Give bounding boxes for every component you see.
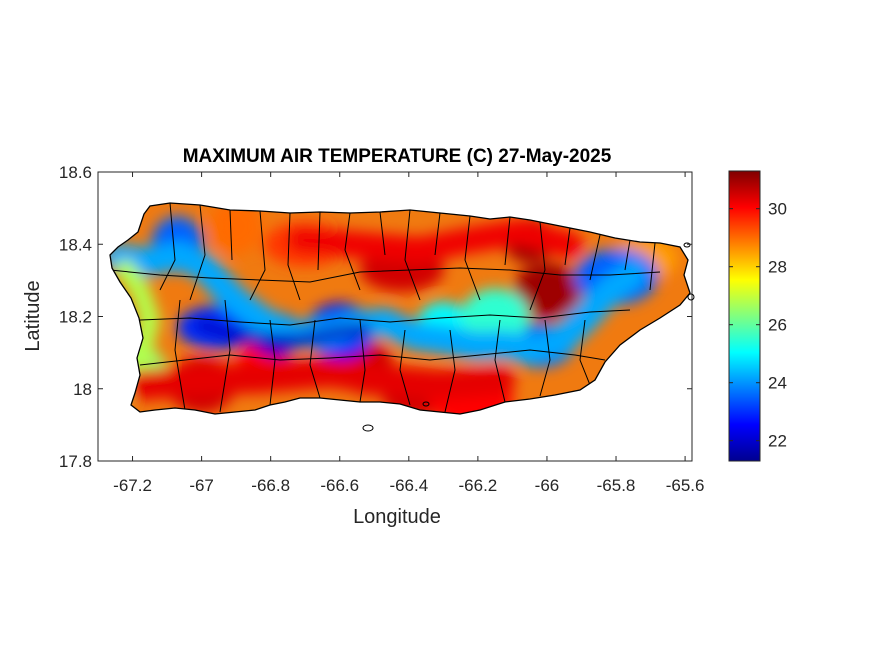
colorbar-tick-label: 22: [768, 432, 787, 451]
municipality-boundary: [249, 210, 266, 301]
colorbar-tick-label: 28: [768, 258, 787, 277]
offshore-islet: [687, 293, 695, 301]
temperature-cell: [287, 218, 583, 264]
y-tick-label: 18.4: [59, 235, 92, 254]
municipality-boundary: [404, 209, 421, 301]
temperature-cell: [512, 263, 581, 320]
y-axis: 17.8 18 18.2 18.4 18.6: [59, 163, 692, 471]
offshore-islands: [362, 242, 695, 432]
temperature-cell: [210, 203, 263, 255]
municipality-boundary: [269, 319, 276, 406]
temperature-cell: [193, 318, 372, 347]
municipality-boundary: [189, 204, 206, 301]
x-tick-label: -65.6: [666, 476, 705, 495]
temperature-cell: [115, 260, 161, 370]
municipality-boundary: [464, 215, 481, 301]
municipality-boundary: [434, 212, 441, 256]
temperature-heatmap: [110, 203, 690, 414]
municipality-boundary: [344, 212, 361, 291]
y-tick-label: 18.6: [59, 163, 92, 182]
municipality-boundary: [539, 319, 551, 397]
colorbar-tick-label: 24: [768, 374, 787, 393]
municipality-boundary: [229, 209, 233, 261]
municipality-boundary: [174, 299, 186, 411]
municipality-boundary: [219, 299, 231, 413]
x-tick-label: -65.8: [597, 476, 636, 495]
municipality-boundary: [359, 319, 366, 403]
offshore-islet: [362, 424, 374, 432]
municipality-boundary: [317, 211, 321, 271]
municipality-boundary: [399, 329, 411, 406]
municipality-boundary: [309, 319, 321, 399]
municipality-boundary: [504, 216, 511, 266]
y-tick-label: 17.8: [59, 452, 92, 471]
municipality-boundary: [624, 239, 631, 271]
x-axis: -67.2 -67 -66.8 -66.6 -66.4 -66.2 -66 -65.8 -65.…: [113, 172, 704, 495]
offshore-islet: [683, 242, 691, 248]
municipality-boundary: [139, 309, 631, 326]
x-tick-label: -66.8: [251, 476, 290, 495]
colorbar-tick-label: 30: [768, 200, 787, 219]
municipality-boundary: [579, 319, 591, 386]
colorbar-tick-label: 26: [768, 316, 787, 335]
colorbar: [728, 170, 761, 462]
municipality-boundary: [589, 234, 601, 281]
x-tick-label: -66.4: [389, 476, 428, 495]
municipality-boundary: [287, 212, 301, 301]
municipality-boundary: [139, 349, 606, 366]
municipality-boundary: [110, 267, 661, 283]
chart-title: MAXIMUM AIR TEMPERATURE (C) 27-May-2025: [183, 146, 612, 167]
municipality-boundary: [529, 221, 546, 311]
offshore-islet: [422, 401, 430, 407]
municipality-boundary: [444, 329, 456, 413]
x-tick-label: -67: [189, 476, 214, 495]
y-tick-label: 18: [73, 380, 92, 399]
x-tick-label: -67.2: [113, 476, 152, 495]
municipality-boundary: [379, 211, 386, 256]
temperature-cell: [461, 288, 530, 345]
municipality-boundary: [649, 242, 656, 291]
municipality-boundaries: [110, 203, 661, 413]
colorbar-ticks: 22 24 26 28 30: [729, 200, 787, 451]
y-tick-label: 18.2: [59, 308, 92, 327]
island-coastline: [109, 202, 691, 415]
temperature-cell: [125, 356, 515, 401]
y-axis-label: Latitude: [22, 280, 44, 351]
x-axis-label: Longitude: [353, 506, 441, 528]
municipality-boundary: [159, 203, 176, 291]
x-tick-label: -66.6: [320, 476, 359, 495]
x-tick-label: -66: [535, 476, 560, 495]
municipality-boundary: [564, 227, 571, 266]
municipality-boundary: [494, 319, 506, 403]
x-tick-label: -66.2: [459, 476, 498, 495]
